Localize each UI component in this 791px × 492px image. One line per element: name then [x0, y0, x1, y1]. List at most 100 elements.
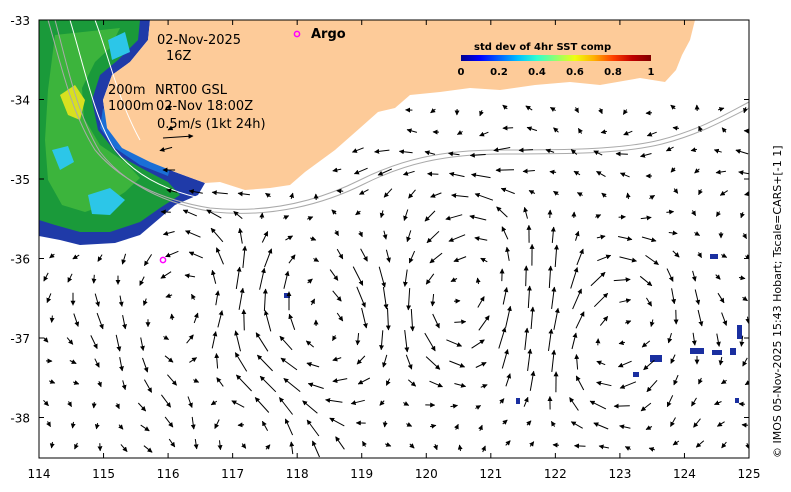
- current-arrow: [475, 405, 482, 410]
- current-arrow: [693, 418, 701, 428]
- current-arrow: [283, 215, 290, 220]
- current-arrow: [698, 377, 703, 385]
- current-arrow: [673, 188, 679, 194]
- current-arrow: [211, 331, 218, 349]
- current-arrow: [115, 334, 122, 352]
- current-arrow: [596, 170, 606, 178]
- current-arrow: [137, 402, 147, 412]
- current-arrow: [576, 248, 584, 266]
- current-arrow: [718, 356, 724, 366]
- current-arrow: [673, 374, 679, 386]
- current-arrow: [191, 293, 196, 300]
- current-arrow: [424, 210, 436, 222]
- current-arrow: [402, 269, 408, 287]
- current-arrow: [721, 127, 727, 133]
- current-arrow: [162, 230, 175, 236]
- current-arrow: [502, 419, 508, 425]
- current-arrow: [214, 353, 220, 369]
- current-arrow: [69, 359, 77, 364]
- current-arrow: [646, 379, 658, 393]
- current-arrow: [166, 188, 178, 194]
- current-arrow: [570, 421, 583, 429]
- current-arrow: [550, 226, 556, 243]
- current-arrow: [740, 212, 745, 219]
- current-arrow: [405, 354, 413, 370]
- current-arrow: [573, 170, 581, 176]
- lon-tick-label: 116: [157, 467, 180, 481]
- current-arrow: [355, 210, 361, 216]
- current-arrow: [501, 226, 509, 240]
- current-arrow: [649, 194, 656, 200]
- current-arrow: [426, 230, 440, 244]
- current-arrow: [143, 445, 153, 453]
- current-arrow: [306, 362, 320, 368]
- current-arrow: [742, 233, 747, 240]
- current-arrow: [697, 252, 702, 259]
- current-arrow: [193, 312, 199, 324]
- current-arrow: [357, 377, 371, 385]
- current-arrow: [623, 130, 633, 136]
- current-arrow: [160, 209, 171, 215]
- current-arrow: [336, 312, 344, 322]
- colorbar-title: std dev of 4hr SST comp: [474, 42, 611, 53]
- current-arrow: [738, 170, 749, 176]
- current-arrow: [285, 235, 294, 241]
- current-arrow: [169, 313, 175, 321]
- current-arrow: [331, 209, 337, 215]
- current-arrow: [478, 315, 490, 331]
- current-arrow: [189, 357, 198, 363]
- current-arrow: [502, 104, 508, 110]
- current-arrow: [499, 398, 505, 404]
- current-arrow: [160, 394, 172, 408]
- current-arrow: [90, 335, 98, 350]
- current-arrow: [698, 125, 703, 132]
- current-arrow: [359, 189, 369, 195]
- current-arrow: [310, 298, 316, 306]
- lat-tick-label: -33: [10, 14, 30, 28]
- current-arrow: [599, 316, 609, 326]
- current-arrow: [450, 277, 458, 282]
- current-arrow: [649, 319, 655, 327]
- current-arrow: [671, 288, 677, 305]
- current-arrow: [168, 438, 176, 448]
- current-arrow: [719, 190, 728, 196]
- current-arrow: [217, 440, 223, 451]
- current-arrow: [744, 380, 749, 386]
- current-arrow: [409, 308, 415, 332]
- current-arrow: [690, 147, 698, 153]
- current-arrow: [94, 422, 100, 430]
- current-arrow: [527, 348, 533, 371]
- current-arrow: [505, 373, 512, 387]
- current-arrow: [474, 236, 488, 242]
- current-arrow: [450, 403, 458, 409]
- current-arrow: [575, 375, 585, 391]
- current-arrow: [743, 128, 749, 134]
- current-arrow: [522, 168, 535, 174]
- current-arrow: [332, 290, 342, 302]
- current-arrow: [188, 189, 203, 195]
- current-arrow: [336, 248, 344, 260]
- product-time-label: 02-Nov 18:00Z: [156, 99, 253, 114]
- current-arrow: [575, 311, 585, 329]
- current-arrow: [186, 334, 194, 344]
- current-arrow: [73, 313, 80, 327]
- current-arrow: [74, 442, 79, 450]
- current-arrow: [352, 266, 364, 286]
- colorbar-tick-label: 0.6: [566, 67, 584, 78]
- current-arrow: [404, 330, 410, 353]
- current-arrow: [312, 440, 320, 458]
- bathymetry-contours: [47, 20, 749, 214]
- current-arrow: [238, 287, 245, 310]
- current-arrow: [474, 192, 494, 201]
- current-arrow: [430, 192, 442, 198]
- current-arrow: [425, 273, 435, 285]
- current-arrow: [529, 370, 536, 391]
- current-arrow: [574, 230, 580, 241]
- current-arrow: [261, 231, 269, 243]
- scale-arrow: [162, 133, 194, 139]
- current-arrow: [408, 189, 416, 199]
- scale-label: 0.5m/s (1kt 24h): [157, 117, 266, 132]
- current-arrow: [643, 359, 655, 371]
- current-arrow: [379, 400, 385, 406]
- current-arrow: [695, 440, 705, 448]
